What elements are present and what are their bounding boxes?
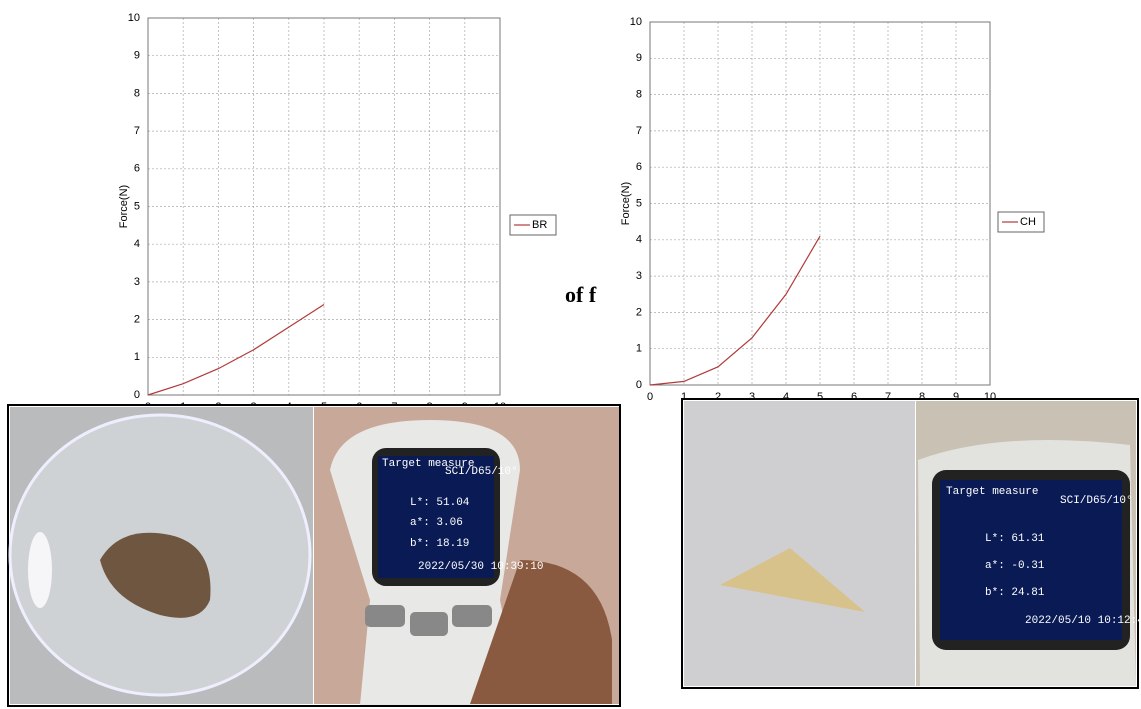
screen-l: L*: 51.04 [410, 497, 470, 509]
y-axis-label: Force(N) [620, 182, 632, 225]
overlay-text: of f [565, 282, 597, 307]
y-tick-label: 4 [134, 238, 140, 250]
screen-mode: SCI/D65/10° [1060, 495, 1133, 507]
y-tick-label: 8 [134, 87, 140, 99]
screen-a: a*: 3.06 [410, 517, 463, 529]
screen-b: b*: 18.19 [410, 538, 469, 550]
glare [28, 532, 52, 608]
screen-l: L*: 61.31 [985, 533, 1045, 545]
data-line [650, 236, 820, 385]
y-tick-label: 5 [636, 197, 642, 209]
y-axis-label: Force(N) [118, 185, 130, 228]
y-tick-label: 6 [134, 163, 140, 175]
x-tick-label: 0 [647, 391, 653, 403]
legend-label: CH [1020, 216, 1036, 228]
screen-header: Target measure [946, 486, 1038, 498]
screen-b: b*: 24.81 [985, 587, 1045, 599]
y-tick-label: 1 [636, 343, 642, 355]
y-tick-label: 7 [636, 125, 642, 137]
y-tick-label: 8 [636, 89, 642, 101]
y-tick-label: 10 [128, 12, 140, 24]
y-tick-label: 5 [134, 200, 140, 212]
screen-time: 2022/05/10 10:12:41 [1025, 615, 1141, 627]
page: 012345678910012345678910Force(N)BR012345… [0, 0, 1141, 709]
button [410, 612, 448, 636]
y-tick-label: 9 [636, 52, 642, 64]
y-tick-label: 9 [134, 50, 140, 62]
y-tick-label: 2 [636, 306, 642, 318]
screen-a: a*: -0.31 [985, 560, 1045, 572]
y-tick-label: 3 [134, 276, 140, 288]
y-tick-label: 0 [636, 379, 642, 391]
screen-mode: SCI/D65/10° [445, 466, 518, 478]
y-tick-label: 4 [636, 234, 642, 246]
legend-label: BR [532, 219, 547, 231]
y-tick-label: 0 [134, 389, 140, 401]
screen-time: 2022/05/30 10:39:10 [418, 561, 543, 573]
button [365, 605, 405, 627]
photo-left: Target measure SCI/D65/10° L*: 51.04 a*:… [8, 405, 620, 706]
y-tick-label: 6 [636, 161, 642, 173]
y-tick-label: 2 [134, 314, 140, 326]
charts: 012345678910012345678910Force(N)BR012345… [118, 12, 1044, 413]
y-tick-label: 7 [134, 125, 140, 137]
data-line [148, 305, 324, 395]
y-tick-label: 3 [636, 270, 642, 282]
button [452, 605, 492, 627]
table-surface [684, 401, 915, 686]
photo-right: Target measure SCI/D65/10° L*: 61.31 a*:… [682, 399, 1141, 688]
y-tick-label: 10 [630, 16, 642, 28]
y-tick-label: 1 [134, 351, 140, 363]
